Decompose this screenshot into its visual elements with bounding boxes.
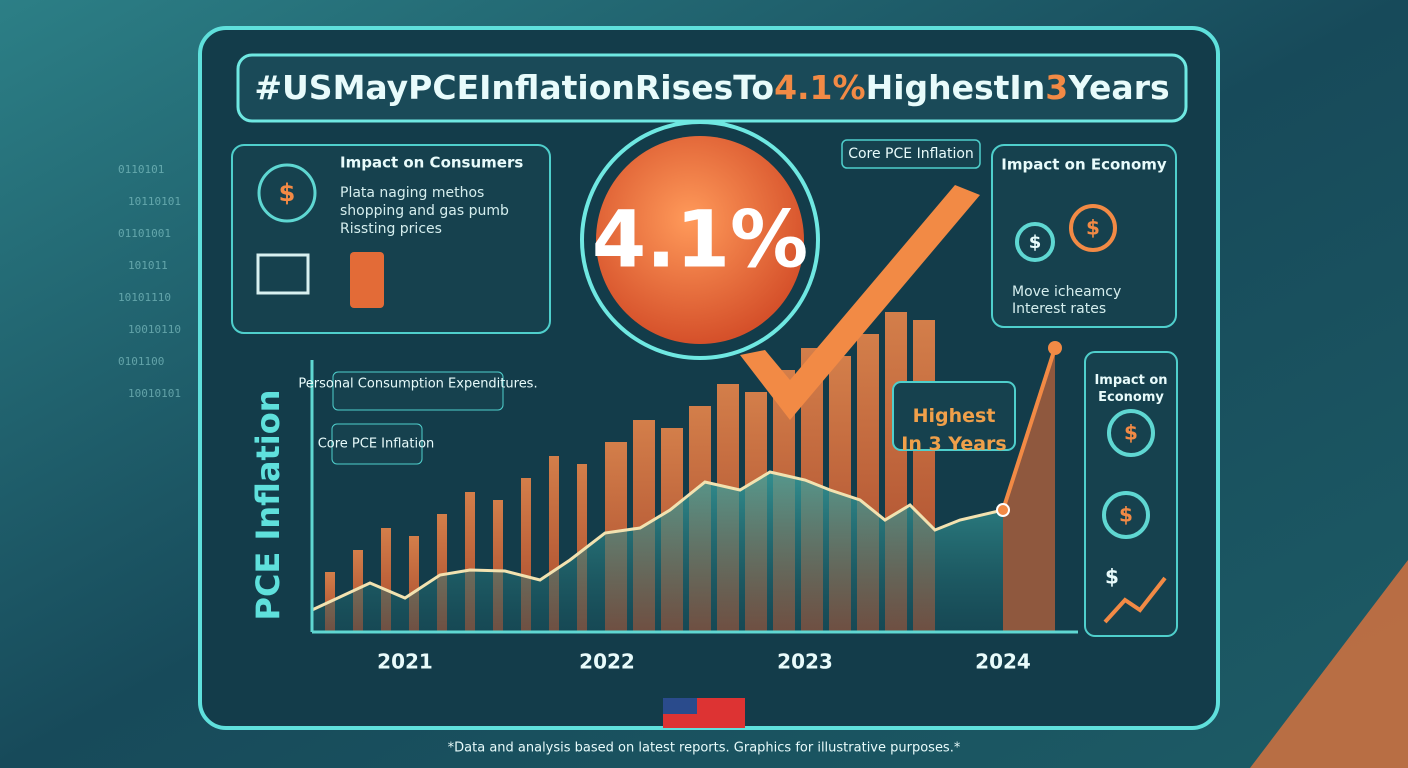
gear-icon <box>1107 409 1155 457</box>
bar-shape <box>493 500 503 632</box>
pump-icon <box>350 252 384 308</box>
economy-panel <box>991 144 1177 328</box>
binary-line: 10110101 <box>128 195 181 208</box>
badge <box>596 136 804 344</box>
bullet-list: Plata naging methos shopping and gas pumb… <box>340 185 509 237</box>
peak-point <box>1048 341 1062 355</box>
badge-value: 4.1% <box>592 195 808 285</box>
binary-line: 0110101 <box>118 163 164 176</box>
badge-ring <box>580 120 820 360</box>
trend-line <box>311 470 1004 612</box>
annotation: Personal Consumption Expenditures. <box>298 377 537 392</box>
bullet: Plata naging methos <box>340 185 484 201</box>
callout-box <box>841 139 981 169</box>
binary-line: 10101110 <box>118 291 171 304</box>
annotation-box <box>331 423 423 465</box>
heading-line: Impact on <box>1094 373 1167 388</box>
footnote: *Data and analysis based on latest repor… <box>448 741 961 756</box>
gear-symbol: $ <box>1124 421 1138 445</box>
coin-symbol: $ <box>279 179 296 207</box>
gear-symbol: $ <box>1086 216 1100 240</box>
callout-text: Core PCE Inflation <box>848 146 974 162</box>
annotation-box <box>332 371 504 411</box>
flag <box>663 698 697 714</box>
bar-shape <box>409 536 419 632</box>
binary-line: 0101100 <box>118 355 164 368</box>
x-label: 2023 <box>777 650 833 674</box>
bullet: Rissting prices <box>340 221 442 237</box>
heading-line: Highest <box>913 405 996 427</box>
panel-heading: Impact on Economy <box>1001 156 1167 174</box>
gear-symbol: $ <box>1029 232 1042 253</box>
trend-icon <box>1103 576 1167 624</box>
annotation: Highest In 3 Years <box>901 405 1006 455</box>
bar-shape <box>465 492 475 632</box>
bar-shape <box>521 478 531 632</box>
binary-line: 101011 <box>128 259 168 272</box>
consumers-panel <box>231 144 551 334</box>
gear-icon <box>1102 491 1150 539</box>
spike-line <box>1001 347 1057 511</box>
bar-shape <box>437 514 447 632</box>
panel-heading: Impact on Economy <box>1094 373 1167 405</box>
corner-accent <box>1250 560 1408 768</box>
x-label: 2024 <box>975 650 1031 674</box>
coin-icon <box>257 163 317 223</box>
title: #USMayPCEInflationRisesTo4.1%HighestIn3Y… <box>254 68 1169 107</box>
bar-shape <box>381 528 391 632</box>
point <box>996 503 1010 517</box>
annotation: Core PCE Inflation <box>318 437 435 452</box>
binary-line: 01101001 <box>118 227 171 240</box>
x-label: 2021 <box>377 650 433 674</box>
binary-line: 10010110 <box>128 323 181 336</box>
bullet: Move icheamcy <box>1012 284 1121 300</box>
trend-symbol: $ <box>1105 565 1119 589</box>
x-label: 2022 <box>579 650 635 674</box>
binary-line: 10010101 <box>128 387 181 400</box>
x-labels: 2021 2022 2023 2024 <box>377 650 1031 674</box>
title-middle: HighestIn <box>866 68 1046 107</box>
bar-shape <box>549 456 559 632</box>
title-figure: 4.1% <box>774 68 866 107</box>
gear-symbol: $ <box>1119 503 1133 527</box>
cart-icon <box>256 253 310 295</box>
panel-heading: Impact on Consumers <box>340 154 523 172</box>
bar-shape <box>577 464 587 632</box>
title-tail: Years <box>1067 68 1169 107</box>
binary-text: 0110101 10110101 01101001 101011 10101110 100… <box>118 163 181 400</box>
annotation-box <box>892 381 1016 451</box>
title-lead: #USMayPCEInflationRisesTo <box>254 68 774 107</box>
axis-label: PCE Inflation <box>249 390 287 621</box>
heading-line: Economy <box>1098 390 1164 405</box>
line-area <box>312 472 1003 632</box>
title-years: 3 <box>1045 68 1068 107</box>
big-arrow <box>740 185 980 420</box>
bullet: shopping and gas pumb <box>340 203 509 219</box>
heading-line: In 3 Years <box>901 433 1006 455</box>
gear-icon <box>1069 204 1117 252</box>
gear-icon <box>1015 222 1055 262</box>
bullet: Interest rates <box>1012 301 1106 317</box>
spike-area <box>1003 348 1055 632</box>
